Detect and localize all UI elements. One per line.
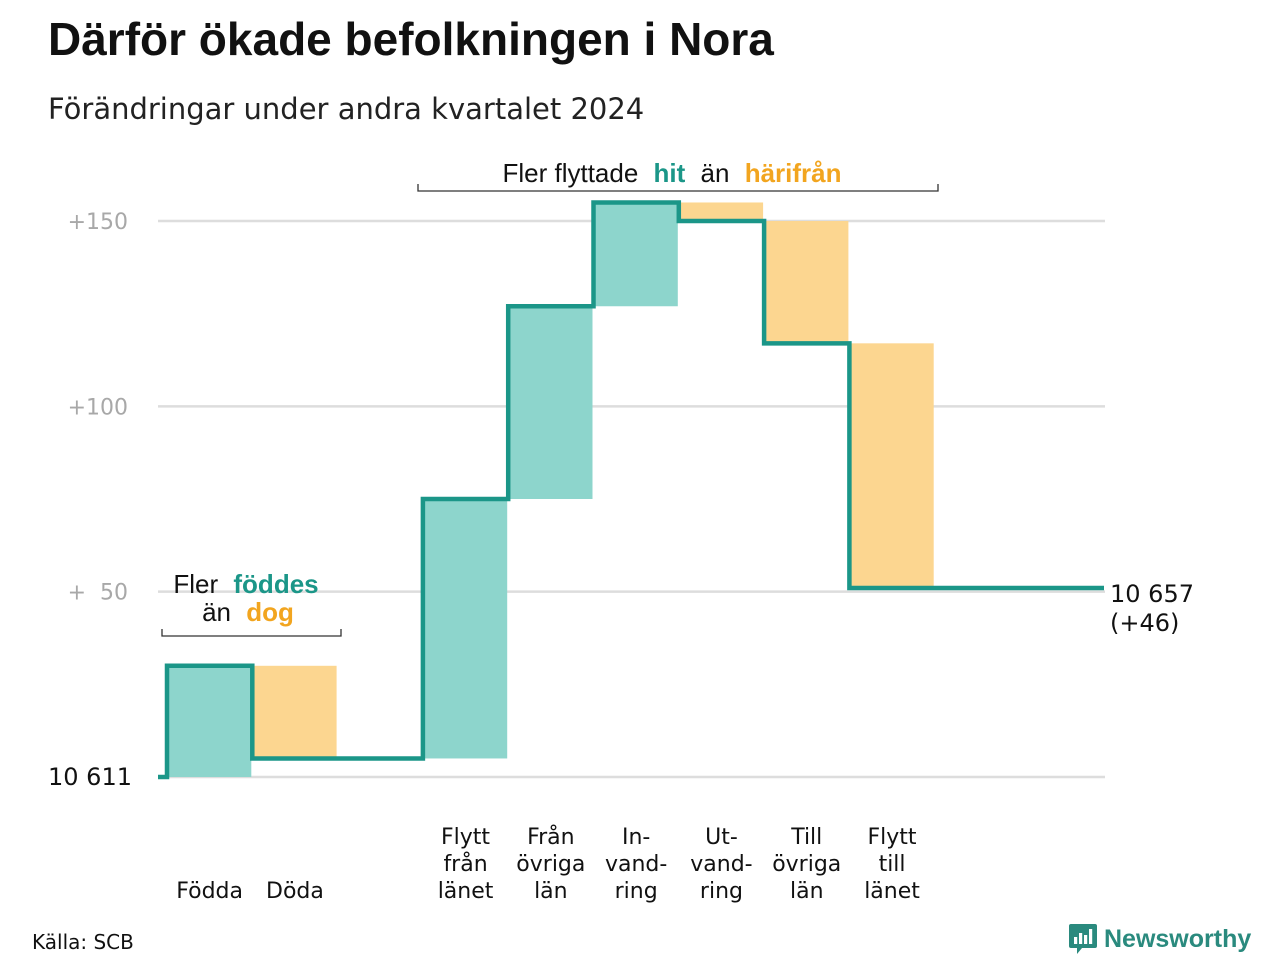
- category-label: länet: [438, 879, 494, 904]
- cumulative-step-line: [158, 200, 1104, 780]
- bar-chart-speech-bubble-icon: [1069, 924, 1097, 954]
- bar-layer: [168, 202, 934, 777]
- category-label: vand-: [690, 852, 752, 877]
- line-layer: [158, 200, 1104, 780]
- category-label: ring: [615, 879, 658, 904]
- category-label: länet: [864, 879, 920, 904]
- waterfall-bar: [253, 665, 337, 759]
- migration-annotation-harifran: härifrån: [745, 158, 842, 188]
- waterfall-bar: [679, 202, 764, 221]
- y-tick-label: + 50: [68, 581, 128, 606]
- category-label: Från: [527, 824, 575, 850]
- category-label: Till: [790, 825, 822, 850]
- waterfall-bar: [168, 665, 252, 777]
- migration-annotation-mid: än: [701, 158, 730, 188]
- waterfall-bar: [594, 202, 678, 307]
- chart-subtitle: Förändringar under andra kvartalet 2024: [48, 92, 645, 126]
- category-label: In-: [622, 825, 650, 850]
- end-value-label: 10 657: [1110, 580, 1194, 608]
- waterfall-bar: [423, 499, 508, 759]
- births-annotation-pre: Fler: [173, 569, 218, 599]
- category-label: Flytt: [441, 825, 490, 850]
- category-label: övriga: [516, 852, 585, 877]
- births-bracket: [161, 629, 342, 637]
- migration-annotation: Fler flyttade hit än härifrån: [502, 158, 841, 188]
- category-label: Döda: [266, 879, 324, 904]
- births-annotation-line1: Fler föddes: [173, 569, 318, 599]
- category-label: Födda: [176, 879, 243, 904]
- category-label: Ut-: [705, 825, 738, 850]
- category-label: Flytt: [868, 825, 917, 850]
- category-label: till: [879, 852, 906, 877]
- y-tick-label: +100: [68, 395, 128, 420]
- start-value-label: 10 611: [48, 763, 132, 791]
- waterfall-bar: [850, 343, 934, 588]
- grid-layer: +150 +100 + 50: [68, 210, 1105, 779]
- end-change-label: (+46): [1110, 609, 1179, 637]
- category-label: ring: [700, 879, 743, 904]
- migration-annotation-hit: hit: [654, 158, 686, 188]
- label-layer: Födda DödaFlyttfrånlänetFrånövrigalänIn-v…: [176, 824, 920, 904]
- migration-bracket: [417, 184, 939, 192]
- category-label: vand-: [605, 852, 667, 877]
- waterfall-bar: [765, 221, 849, 344]
- births-annotation-line2: än dog: [202, 597, 294, 627]
- logo-text: Newsworthy: [1104, 924, 1252, 953]
- chart-title: Därför ökade befolkningen i Nora: [48, 13, 774, 65]
- births-annotation-dog: dog: [246, 597, 294, 627]
- category-label: från: [443, 851, 487, 877]
- category-label: län: [534, 879, 568, 904]
- births-annotation-foddes: föddes: [233, 569, 318, 599]
- source-note: Källa: SCB: [32, 930, 134, 954]
- births-annotation-mid: än: [202, 597, 231, 627]
- y-tick-label: +150: [68, 210, 128, 235]
- category-label: län: [790, 879, 824, 904]
- category-label: övriga: [772, 852, 841, 877]
- newsworthy-logo: Newsworthy: [1068, 922, 1251, 956]
- migration-annotation-pre: Fler flyttade: [502, 158, 638, 188]
- waterfall-bar: [509, 306, 593, 499]
